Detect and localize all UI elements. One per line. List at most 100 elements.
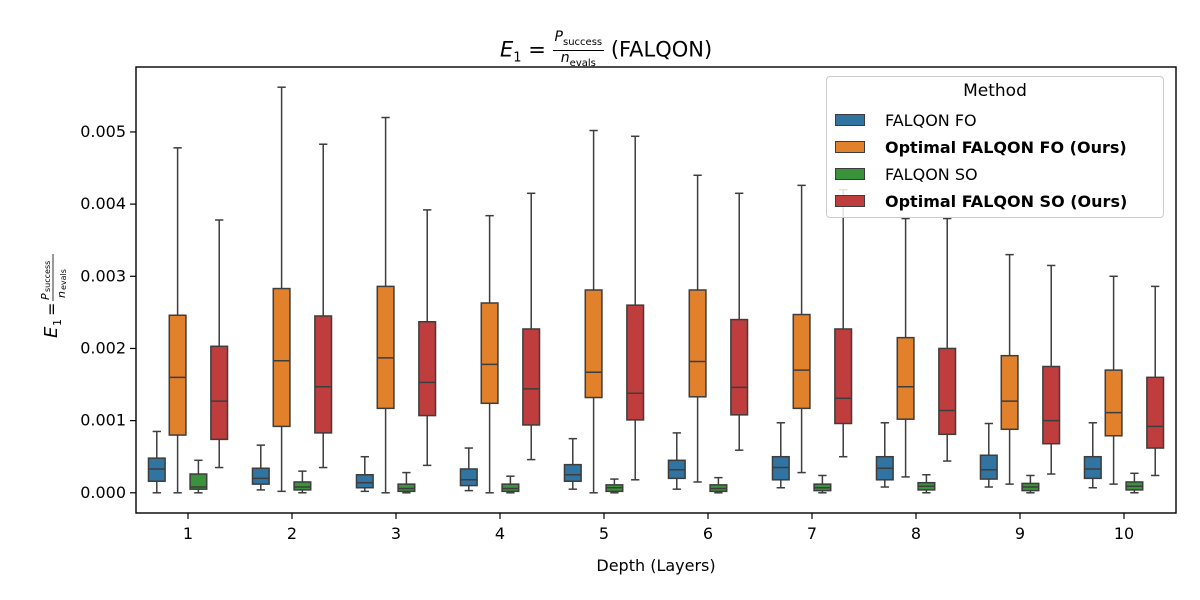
box [376, 116, 395, 494]
y-axis-label: E 1 = P success n evals [39, 254, 68, 338]
legend-swatch-optimal-falqon-fo [835, 141, 865, 153]
box [251, 444, 270, 491]
box [210, 219, 229, 469]
box [272, 86, 291, 493]
legend: Method FALQON FO Optimal FALQON FO (Ours… [826, 76, 1164, 218]
box [397, 471, 416, 494]
series-3 [189, 459, 1144, 494]
x-tick-label: 10 [1114, 524, 1134, 543]
x-tick-label: 7 [807, 524, 817, 543]
box-body [1000, 354, 1019, 431]
box [709, 476, 728, 494]
box-body [480, 302, 499, 405]
y-label-num-sub: success [43, 261, 52, 292]
title-num-main: P [554, 29, 563, 45]
legend-swatch-optimal-falqon-so [835, 195, 865, 207]
box-body [210, 345, 229, 441]
box [1000, 253, 1019, 485]
legend-label: FALQON SO [885, 164, 978, 184]
box-body [168, 314, 187, 436]
title-num-sub: success [563, 36, 603, 48]
legend-swatch-falqon-so [835, 168, 865, 180]
box-body [314, 315, 333, 434]
box-body [688, 289, 707, 398]
box-body [896, 336, 915, 420]
y-label-eq: = [42, 303, 61, 316]
x-tick-label: 2 [287, 524, 297, 543]
box [1146, 285, 1165, 477]
title-lhs: E [500, 37, 514, 62]
box-body [1042, 365, 1061, 445]
box [667, 432, 686, 490]
series-2 [168, 86, 1123, 494]
legend-label: Optimal FALQON SO (Ours) [885, 191, 1128, 211]
box-body [522, 328, 541, 426]
axes [135, 66, 1177, 514]
title-fraction: Psuccess nevals [552, 29, 605, 71]
box-body [189, 473, 208, 490]
box [771, 422, 790, 489]
box-body [1104, 369, 1123, 437]
box [1104, 275, 1123, 485]
tick-labels: 0.000 0.001 0.002 0.003 0.004 0.005 1 2 3 4 5 6 7 8 9 1… [80, 122, 1134, 543]
plot-frame [135, 66, 1177, 514]
box [418, 209, 437, 467]
box [834, 188, 853, 458]
title-eq: = [528, 37, 546, 62]
box [938, 217, 957, 462]
box-body [251, 467, 270, 485]
box-body [376, 285, 395, 410]
box [730, 192, 749, 451]
y-tick-label: 0.005 [80, 122, 126, 141]
box [168, 147, 187, 494]
box [626, 135, 645, 481]
y-tick-label: 0.004 [80, 194, 126, 213]
y-label-den-main: n [55, 291, 68, 298]
box-body [272, 287, 291, 428]
chart-title: E1 = Psuccess nevals (FALQON) [500, 30, 712, 71]
box [688, 174, 707, 483]
title-den-sub: evals [569, 57, 596, 69]
y-label-num-main: P [39, 293, 52, 300]
legend-swatch-falqon-fo [835, 114, 865, 126]
box-body [1083, 455, 1102, 480]
x-tick-label: 5 [599, 524, 609, 543]
y-tick-label: 0.002 [80, 338, 126, 357]
y-label-lhs: E [41, 326, 62, 338]
box-body [293, 481, 312, 491]
x-tick-label: 1 [183, 524, 193, 543]
box-body [418, 321, 437, 417]
box [501, 475, 520, 494]
box [605, 478, 624, 494]
legend-label: FALQON FO [885, 110, 977, 130]
box [896, 217, 915, 478]
title-den-main: n [560, 49, 570, 66]
box-body [563, 463, 582, 482]
x-tick-label: 9 [1015, 524, 1025, 543]
box-body [979, 454, 998, 480]
box [1042, 264, 1061, 475]
box [1021, 474, 1040, 494]
y-tick-label: 0.003 [80, 266, 126, 285]
box-body [459, 468, 478, 487]
box [459, 447, 478, 492]
box [189, 459, 208, 494]
box-body [626, 304, 645, 421]
legend-label: Optimal FALQON FO (Ours) [885, 137, 1127, 157]
box [563, 437, 582, 490]
box [875, 422, 894, 488]
box-body [355, 474, 374, 489]
box [522, 192, 541, 461]
box [147, 430, 166, 494]
box-body [584, 289, 603, 399]
x-axis-label: Depth (Layers) [596, 556, 715, 575]
box-body [938, 347, 957, 436]
y-label-lhs-sub: 1 [51, 319, 64, 326]
legend-title: Method [963, 81, 1027, 101]
box-body [1146, 376, 1165, 449]
x-tick-label: 4 [495, 524, 505, 543]
legend-item-falqon-so: FALQON SO [835, 163, 978, 185]
legend-item-optimal-falqon-fo: Optimal FALQON FO (Ours) [835, 136, 1127, 158]
y-label-den-sub: evals [59, 269, 68, 290]
box-body [834, 328, 853, 425]
